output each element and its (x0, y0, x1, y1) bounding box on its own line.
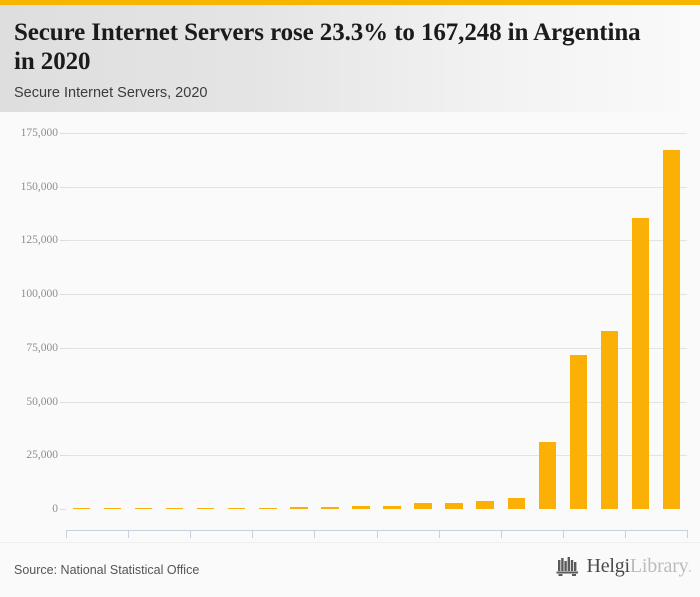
helgi-library-logo[interactable]: HelgiLibrary. (555, 555, 692, 577)
y-axis-tick-label: 100,000 (20, 288, 58, 301)
y-axis-tick-label: 150,000 (20, 180, 58, 193)
bar-2010[interactable] (352, 506, 370, 509)
bar-2009[interactable] (321, 506, 339, 509)
logo-library-text: Library (629, 555, 688, 577)
y-axis-tick-mark (60, 455, 66, 457)
gridline (66, 455, 687, 457)
logo-dot: . (687, 555, 692, 577)
bar-2007[interactable] (259, 507, 277, 509)
x-axis-tick-mark (190, 530, 192, 538)
bar-2008[interactable] (290, 507, 308, 509)
y-axis-tick-mark (60, 186, 66, 188)
bar-2015[interactable] (507, 498, 525, 509)
bar-2012[interactable] (414, 503, 432, 509)
bar-2005[interactable] (197, 507, 215, 509)
bar-2004[interactable] (165, 507, 184, 509)
bar-2016[interactable] (538, 441, 556, 509)
bar-2013[interactable] (445, 502, 463, 509)
x-axis-tick-mark (624, 530, 626, 538)
x-axis-tick-mark (562, 530, 564, 538)
y-axis-tick-label: 25,000 (26, 449, 58, 462)
bar-2019[interactable] (631, 217, 650, 509)
y-axis-tick-label: 175,000 (20, 127, 58, 139)
bar-2018[interactable] (600, 331, 619, 509)
gridline (66, 401, 687, 403)
y-axis-tick-mark (60, 133, 66, 134)
x-axis-tick-mark (128, 530, 130, 538)
page-subtitle: Secure Internet Servers, 2020 (14, 85, 208, 101)
chart-plot-area: 0 25,000 50,000 75,000 100,000 125,000 150,000… (0, 112, 700, 553)
x-axis-tick-mark (438, 530, 440, 538)
y-axis-tick-mark (60, 240, 66, 242)
bar-2002[interactable] (103, 507, 122, 509)
gridline (66, 347, 687, 349)
bar-2003[interactable] (134, 507, 153, 509)
gridline (66, 133, 687, 134)
top-accent-rule (0, 0, 700, 5)
bar-2011[interactable] (383, 505, 401, 509)
bar-2001[interactable] (72, 507, 91, 509)
logo-wordmark: HelgiLibrary. (586, 556, 692, 576)
x-axis-tick-mark (500, 530, 502, 538)
bars-layer (66, 133, 687, 509)
bar-2006[interactable] (228, 507, 246, 509)
y-axis-tick-label: 50,000 (26, 395, 58, 408)
chart-footer: Source: National Statistical Office Helg… (0, 542, 700, 597)
x-axis-tick-mark (314, 530, 316, 538)
logo-helgi-text: Helgi (586, 555, 630, 577)
y-axis-tick-label: 75,000 (26, 341, 58, 354)
y-axis-tick-label: 0 (52, 503, 58, 515)
gridline (66, 240, 687, 242)
gridline (66, 186, 687, 188)
library-books-icon (556, 557, 579, 576)
chart-header: Secure Internet Servers rose 23.3% to 16… (0, 5, 700, 112)
x-axis-tick-mark (252, 530, 254, 538)
x-axis-tick-mark (687, 530, 688, 538)
bar-2014[interactable] (476, 501, 494, 509)
x-axis-tick-mark (376, 530, 378, 538)
source-note: Source: National Statistical Office (14, 563, 200, 577)
y-axis-tick-label: 125,000 (20, 234, 58, 247)
gridline (66, 294, 687, 296)
x-axis-tick-mark (66, 530, 67, 538)
y-axis-tick-mark (60, 401, 66, 403)
bar-2017[interactable] (569, 354, 587, 509)
bar-2020[interactable] (662, 149, 681, 509)
y-axis-tick-mark (60, 509, 66, 510)
page-title: Secure Internet Servers rose 23.3% to 16… (14, 19, 641, 75)
y-axis-tick-mark (60, 294, 66, 296)
y-axis-tick-mark (60, 347, 66, 349)
